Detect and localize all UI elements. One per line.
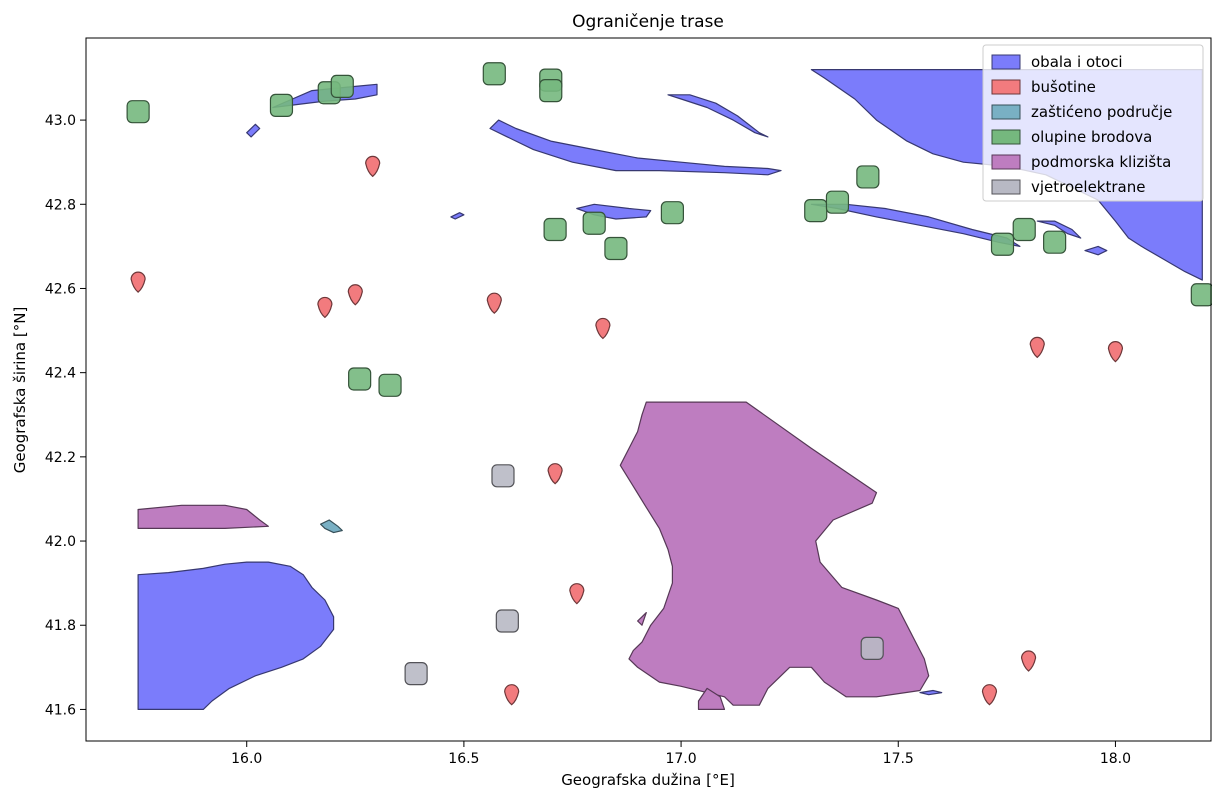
legend-swatch <box>991 54 1021 70</box>
podmorska-klizista-polygon <box>137 504 269 530</box>
y-tick-label: 43.0 <box>45 113 76 129</box>
drill-site-marker <box>317 296 333 319</box>
legend-swatch <box>991 104 1021 120</box>
legend-item-podmorska-klizista: podmorska klizišta <box>991 153 1171 171</box>
drill-site-marker <box>347 284 363 306</box>
layer-busotine <box>130 155 1124 706</box>
y-tick-label: 41.8 <box>45 618 76 634</box>
podmorska-klizista-polygon <box>697 687 726 711</box>
x-axis-label: Geografska dužina [°E] <box>561 771 735 789</box>
shipwreck-marker <box>582 211 606 235</box>
x-tick-label: 16.0 <box>231 751 262 767</box>
obala-i-otoci-polygon <box>137 561 335 711</box>
legend-item-busotine: bušotine <box>991 78 1096 96</box>
legend-item-vjetroelektrane: vjetroelektrane <box>991 178 1145 196</box>
wind-farm-marker <box>491 464 515 488</box>
obala-i-otoci-polygon <box>667 94 769 138</box>
layer-zasticeno-podrucje <box>320 519 343 534</box>
map-layers <box>126 62 1212 711</box>
shipwreck-marker <box>539 79 563 103</box>
x-tick-label: 17.5 <box>883 751 914 767</box>
legend-item-zasticeno-podrucje: zaštićeno područje <box>991 103 1172 121</box>
legend-swatch <box>991 154 1021 170</box>
x-tick-label: 18.0 <box>1100 751 1131 767</box>
y-axis-label: Geografska širina [°N] <box>11 307 29 474</box>
legend-label: obala i otoci <box>1031 53 1123 71</box>
obala-i-otoci-polygon <box>1036 220 1082 239</box>
legend-label: zaštićeno područje <box>1031 103 1172 121</box>
drill-site-marker <box>1020 650 1037 672</box>
x-tick-label: 17.0 <box>665 751 696 767</box>
legend-swatch <box>991 179 1021 195</box>
y-axis: 41.6 41.8 42.0 42.2 42.4 42.6 42.8 43.0 <box>45 113 86 718</box>
wind-farm-marker <box>404 662 428 686</box>
layer-vjetroelektrane <box>404 464 884 686</box>
chart-title: Ograničenje trase <box>572 12 724 32</box>
shipwreck-marker <box>482 62 506 86</box>
legend-label: olupine brodova <box>1031 128 1152 146</box>
legend-item-olupine-brodova: olupine brodova <box>991 128 1152 146</box>
wind-farm-marker <box>860 636 884 660</box>
y-tick-label: 42.2 <box>45 450 76 466</box>
obala-i-otoci-polygon <box>919 689 943 696</box>
y-tick-label: 42.0 <box>45 534 76 550</box>
legend-swatch <box>991 79 1021 95</box>
obala-i-otoci-polygon <box>450 212 465 220</box>
drill-site-marker <box>595 317 611 340</box>
y-tick-label: 42.4 <box>45 366 76 382</box>
shipwreck-marker <box>825 190 850 214</box>
layer-podmorska-klizista <box>137 401 930 711</box>
drill-site-marker <box>1107 341 1124 363</box>
shipwreck-marker <box>543 217 567 242</box>
legend-item-obala-i-otoci: obala i otoci <box>991 53 1123 71</box>
obala-i-otoci-polygon <box>246 123 261 138</box>
drill-site-marker <box>547 463 563 485</box>
shipwreck-marker <box>990 232 1015 256</box>
y-tick-label: 42.6 <box>45 281 76 297</box>
shipwreck-marker <box>126 100 150 124</box>
obala-i-otoci-polygon <box>1084 245 1108 256</box>
shipwreck-marker <box>1043 230 1067 254</box>
x-tick-label: 16.5 <box>448 751 479 767</box>
drill-site-marker <box>130 271 146 293</box>
shipwreck-marker <box>269 93 294 117</box>
drill-site-marker <box>1029 336 1045 359</box>
legend-label: podmorska klizišta <box>1031 153 1171 171</box>
shipwreck-marker <box>660 201 684 225</box>
podmorska-klizista-polygon <box>636 611 647 626</box>
podmorska-klizista-polygon <box>619 401 930 706</box>
shipwreck-marker <box>330 74 354 99</box>
shipwreck-marker <box>378 373 402 397</box>
shipwreck-marker <box>348 367 372 391</box>
legend-swatch <box>991 129 1021 145</box>
drill-site-marker <box>981 684 998 706</box>
y-tick-label: 41.6 <box>45 702 76 718</box>
shipwreck-marker <box>1190 283 1212 307</box>
drill-site-marker <box>486 292 502 314</box>
legend-label: vjetroelektrane <box>1031 178 1145 196</box>
zasticeno-podrucje-polygon <box>320 519 343 534</box>
legend-label: bušotine <box>1031 78 1096 96</box>
layer-olupine-brodova <box>126 62 1212 397</box>
obala-i-otoci-polygon <box>489 119 782 176</box>
legend-frame <box>982 44 1204 202</box>
drill-site-marker <box>569 583 585 605</box>
shipwreck-marker <box>804 198 828 223</box>
shipwreck-marker <box>604 236 628 261</box>
legend: obala i otoci bušotine zaštićeno područje o… <box>982 44 1204 202</box>
drill-site-marker <box>504 684 520 706</box>
plot-area-frame <box>85 37 1212 742</box>
wind-farm-marker <box>495 609 519 633</box>
drill-site-marker <box>365 155 381 178</box>
x-axis: 16.0 16.5 17.0 17.5 18.0 <box>231 741 1131 767</box>
shipwreck-marker <box>856 165 880 189</box>
shipwreck-marker <box>1012 217 1036 242</box>
y-tick-label: 42.8 <box>45 197 76 213</box>
